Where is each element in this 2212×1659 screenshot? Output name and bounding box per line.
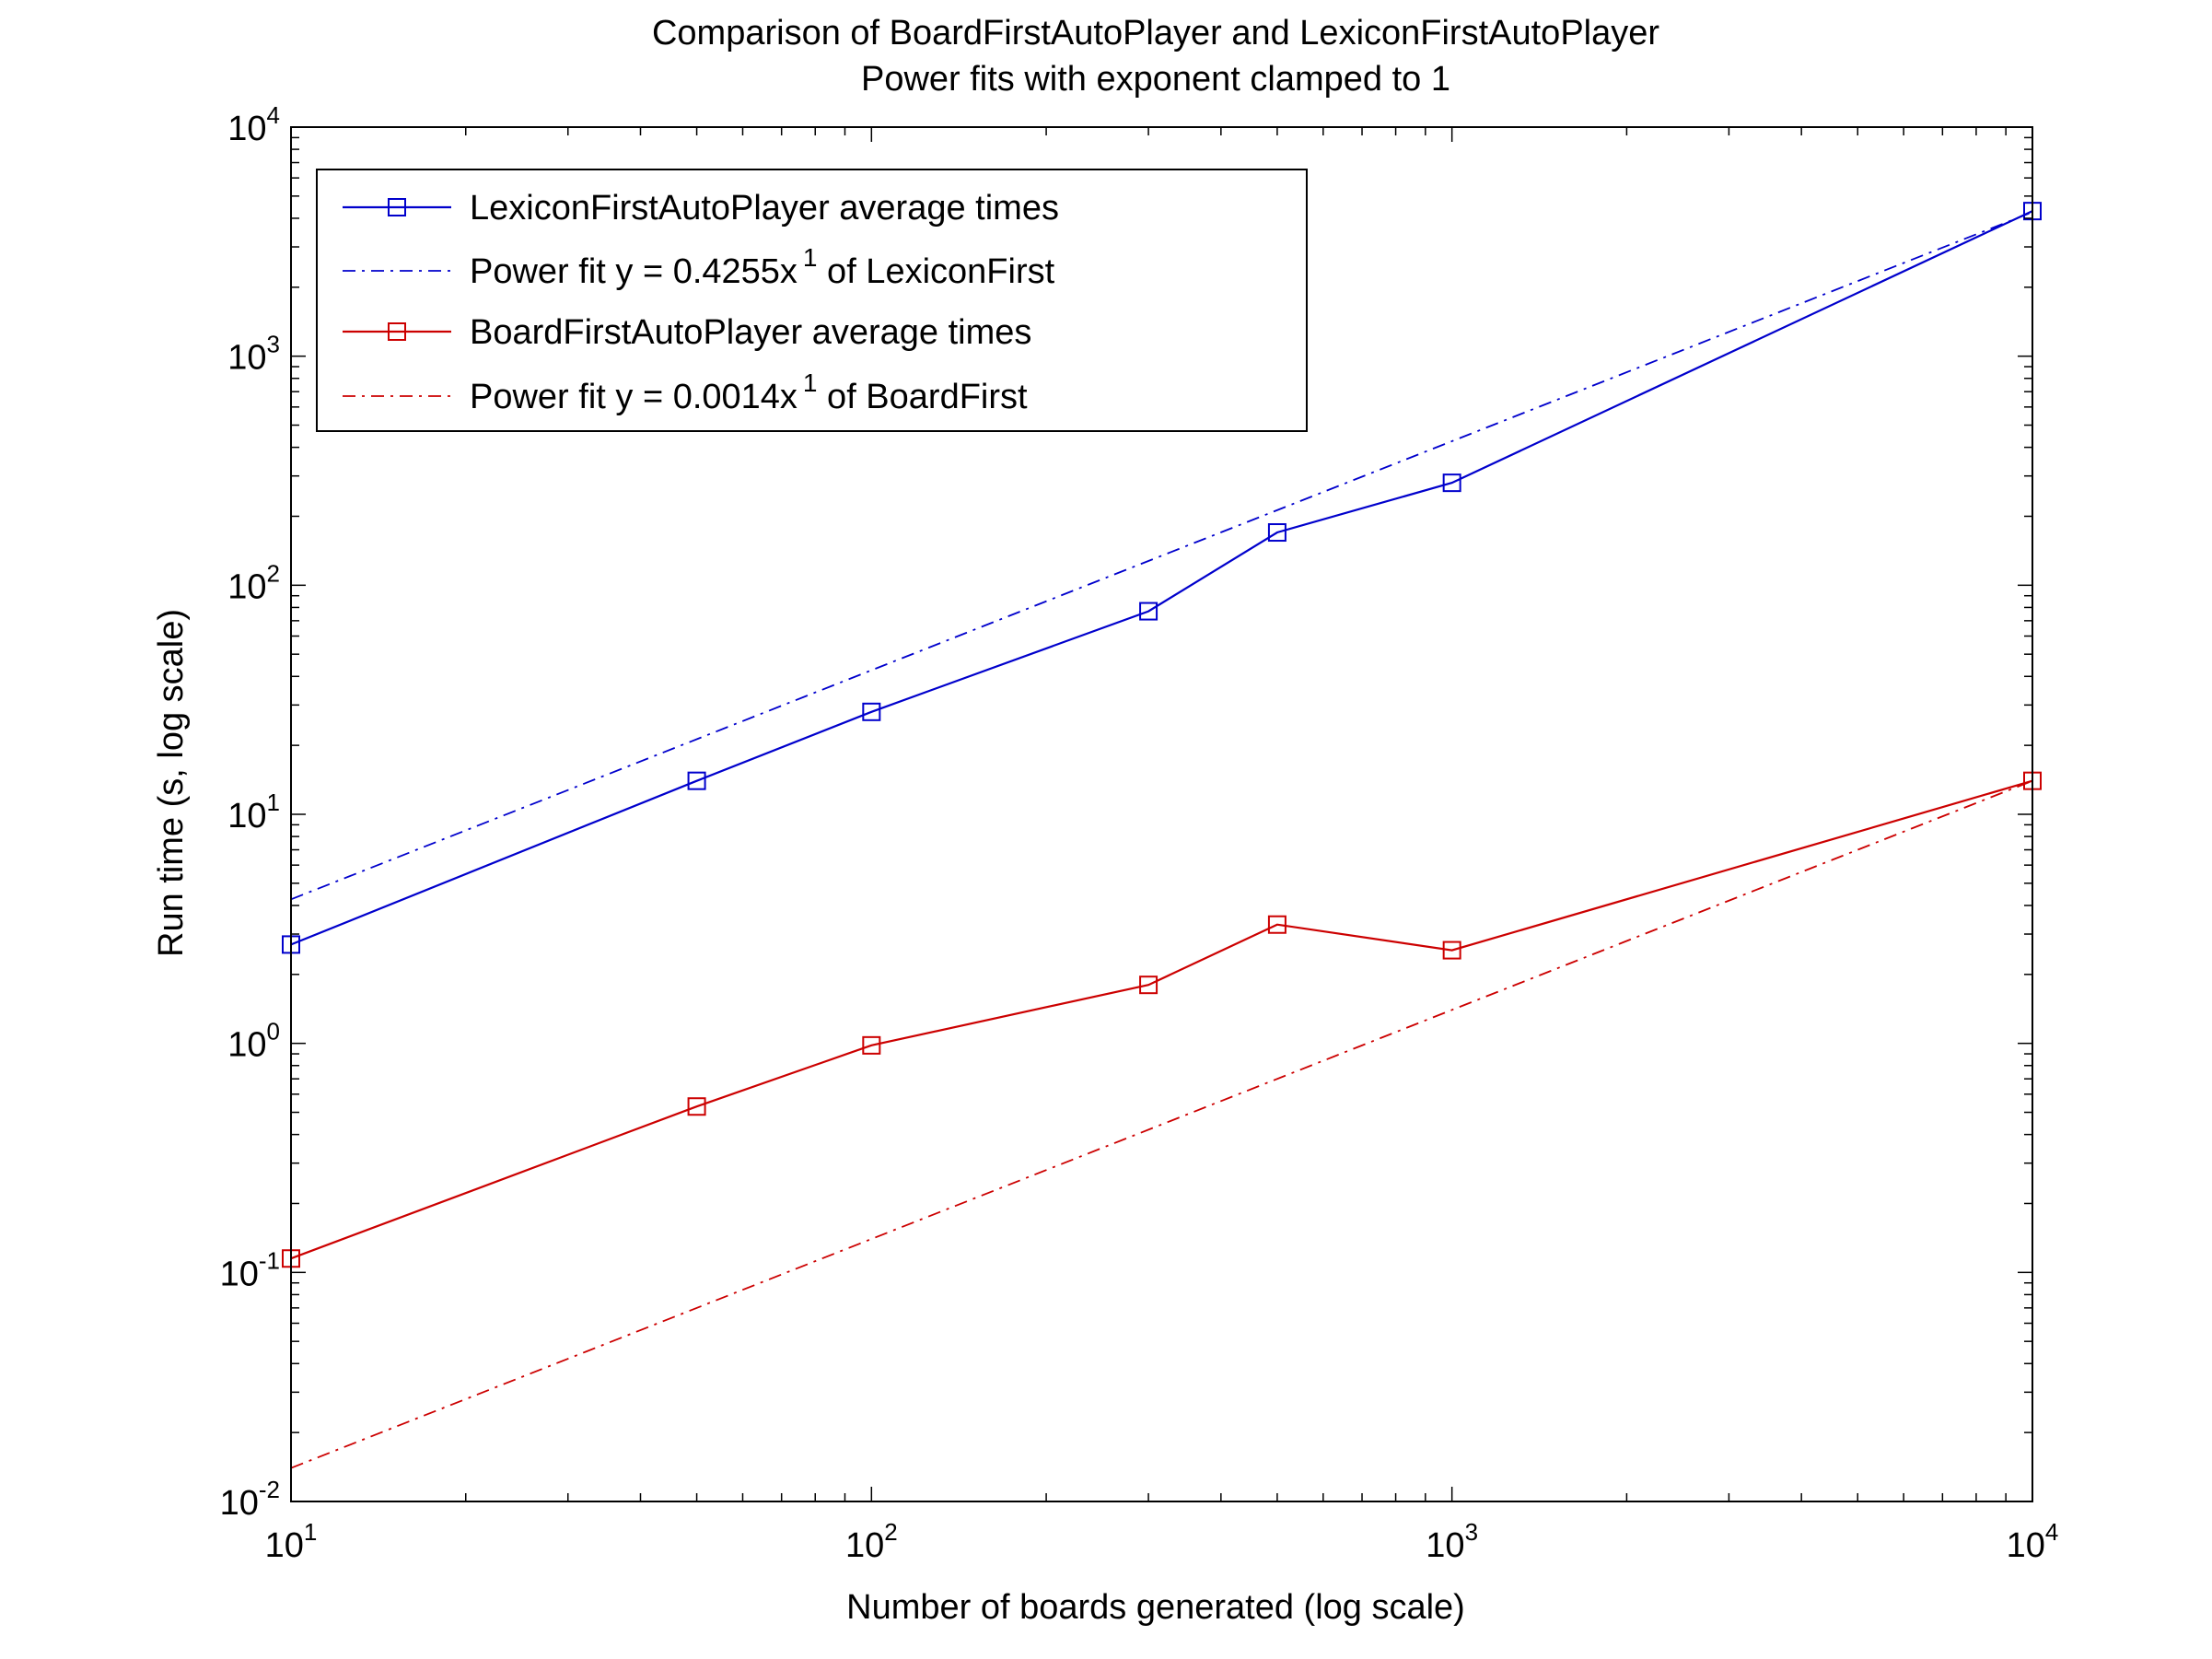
- series-1-point: [1267, 523, 1286, 543]
- series-1-point: [862, 702, 881, 721]
- axis-ticks: [290, 126, 2033, 1502]
- y-tick-label: 102: [227, 559, 280, 606]
- chart-title: Comparison of BoardFirstAutoPlayer and L…: [652, 14, 1659, 53]
- series-3-point: [1267, 915, 1286, 934]
- legend-box: [316, 169, 1308, 432]
- y-tick-label: 100: [227, 1018, 280, 1065]
- x-tick-label: 104: [2007, 1518, 2059, 1565]
- y-axis-label: Run time (s, log scale): [152, 609, 191, 957]
- x-tick-label: 101: [265, 1518, 318, 1565]
- chart-subtitle: Power fits with exponent clamped to 1: [861, 60, 1450, 99]
- y-tick-label: 103: [227, 331, 280, 378]
- legend: LexiconFirstAutoPlayer average times Powe…: [316, 169, 1308, 432]
- legend-label-2: Power fit y = 0.4255x 1 of LexiconFirst: [470, 243, 1055, 291]
- series-3-point: [1442, 940, 1461, 960]
- series-line-3: [290, 779, 2033, 1260]
- series-3-point: [862, 1035, 881, 1055]
- legend-label-4: Power fit y = 0.0014x 1 of BoardFirst: [470, 368, 1028, 416]
- series-1-point: [1442, 473, 1461, 493]
- legend-label-3: BoardFirstAutoPlayer average times: [470, 313, 1031, 352]
- y-tick-label: 101: [227, 789, 280, 835]
- y-tick-label: 10-1: [220, 1246, 280, 1293]
- x-tick-label: 102: [845, 1518, 898, 1565]
- series-1-point: [1139, 602, 1158, 621]
- legend-marker-1: [388, 198, 406, 216]
- x-axis-label: Number of boards generated (log scale): [846, 1588, 1465, 1627]
- series-3-point: [687, 1097, 706, 1116]
- axis-tick-labels: 101 102 103 104 10-2 10-1 100 101 102 103 104: [220, 101, 2059, 1565]
- series-line-1: [290, 210, 2033, 946]
- y-tick-label: 104: [227, 101, 280, 148]
- series-3-point: [1139, 976, 1158, 995]
- y-tick-label: 10-2: [220, 1476, 280, 1523]
- legend-marker-3: [388, 322, 406, 341]
- legend-label-1: LexiconFirstAutoPlayer average times: [470, 189, 1059, 228]
- series-1-point: [687, 771, 706, 790]
- x-tick-label: 103: [1426, 1518, 1478, 1565]
